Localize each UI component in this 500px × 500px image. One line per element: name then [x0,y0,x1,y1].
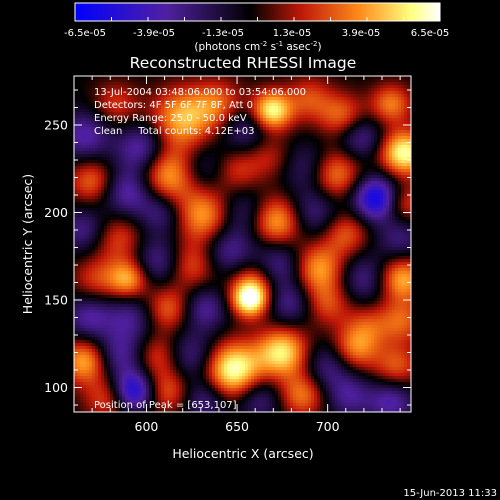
heatmap-image [74,76,411,412]
colorbar-tick-label: 3.9e-05 [342,28,380,39]
chart-title: Reconstructed RHESSI Image [130,54,357,72]
peak-position-text: Position of Peak = [653,107] [94,400,237,411]
colorbar-tick-label: -1.3e-05 [202,28,244,39]
info-line-time: 13-Jul-2004 03:48:06.000 to 03:54:06.000 [94,87,306,98]
plot-area: 600 650 700 100 150 200 250 [44,75,412,434]
colorbar: -6.5e-05 -3.9e-05 -1.3e-05 1.3e-05 3.9e-05 6.… [64,2,449,53]
colorbar-unit-label: (photons cm-2 s-1 asec-2) [194,40,321,53]
plot-frame [73,75,412,413]
colorbar-tick-label: -6.5e-05 [64,28,106,39]
x-tick-label: 700 [316,419,340,434]
colorbar-tick-label: 1.3e-05 [273,28,311,39]
y-tick-label: 250 [44,118,68,133]
colorbar-tick-label: 6.5e-05 [411,28,449,39]
colorbar-tick-label: -3.9e-05 [133,28,175,39]
x-tick-label: 600 [135,419,159,434]
y-tick-label: 200 [44,205,68,220]
x-tick-label: 650 [225,419,249,434]
footer-timestamp: 15-Jun-2013 11:33 [403,488,497,499]
y-tick-label: 150 [44,293,68,308]
y-tick-label: 100 [44,380,68,395]
info-block: 13-Jul-2004 03:48:06.000 to 03:54:06.000… [94,87,306,137]
info-line-counts: Clean Total counts: 4.12E+03 [94,126,254,137]
axis-ticks: 600 650 700 100 150 200 250 [44,76,411,434]
colorbar-ticks: -6.5e-05 -3.9e-05 -1.3e-05 1.3e-05 3.9e-05 6.… [64,17,449,39]
info-line-detectors: Detectors: 4F 5F 6F 7F 8F, Att 0 [94,100,253,111]
y-axis-label: Heliocentric Y (arcsec) [20,174,35,314]
info-line-energy: Energy Range: 25.0 - 50.0 keV [94,113,247,124]
x-axis-label: Heliocentric X (arcsec) [172,446,313,461]
